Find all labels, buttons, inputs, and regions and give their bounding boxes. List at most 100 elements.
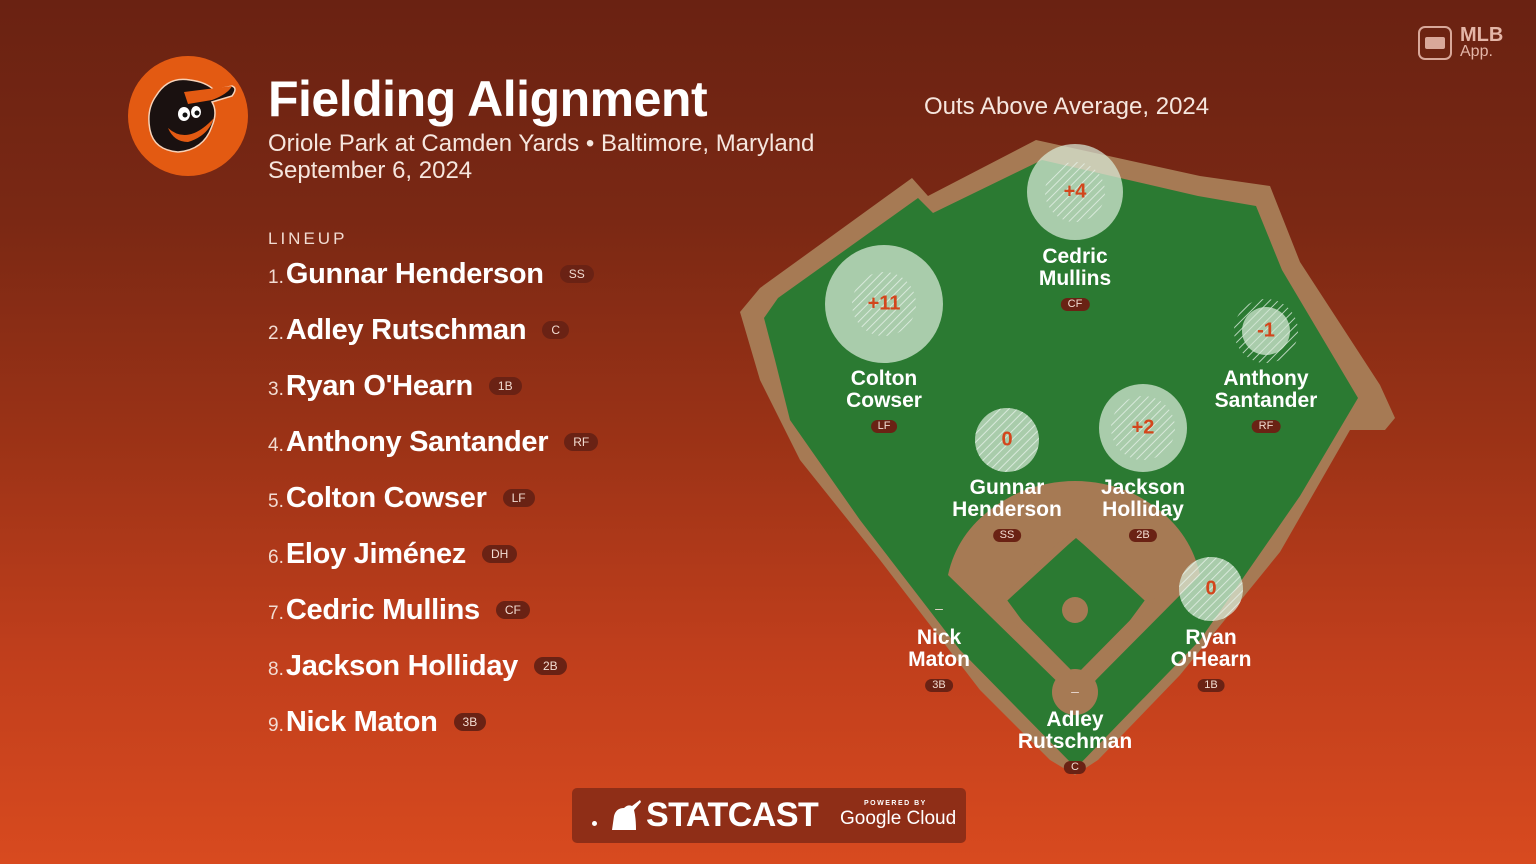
position-badge: RF: [564, 433, 599, 451]
player-name: Anthony Santander: [285, 426, 549, 458]
first-name: Nick: [916, 626, 962, 649]
oriole-bird-icon: [148, 78, 236, 153]
lineup-item: 6. Eloy Jiménez DH: [268, 538, 518, 578]
batting-order: 2.: [268, 323, 284, 344]
lineup-item: 7. Cedric Mullins CF: [268, 594, 530, 634]
position-badge: 3B: [925, 679, 953, 692]
venue-text: Oriole Park at Camden Yards • Baltimore,…: [268, 130, 815, 157]
oaa-bubble-1b: [1179, 557, 1243, 621]
batting-order: 4.: [268, 435, 284, 456]
first-name: Anthony: [1223, 367, 1309, 390]
statcast-footer-badge: STATCAST POWERED BY Google Cloud: [572, 788, 966, 843]
mlb-app-subtext: App.: [1460, 43, 1493, 60]
game-date: September 6, 2024: [268, 157, 473, 184]
first-name: Gunnar: [969, 476, 1045, 499]
batting-order: 5.: [268, 491, 284, 512]
field-label-cf: Cedric Mullins CF: [1039, 246, 1111, 312]
batting-order: 1.: [268, 267, 284, 288]
google-cloud-wordmark: Google Cloud: [840, 808, 957, 829]
position-badge: 2B: [534, 657, 567, 675]
batting-order: 3.: [268, 379, 284, 400]
statcast-wordmark: STATCAST: [646, 796, 819, 834]
position-badge: 1B: [488, 377, 522, 395]
home-plate-area: [1052, 669, 1098, 715]
position-badge: 3B: [453, 713, 487, 731]
lineup-item: 5. Colton Cowser LF: [268, 482, 535, 522]
dot-icon: [592, 821, 597, 826]
oaa-bubble-lf: [825, 245, 943, 363]
last-name: Mullins: [1038, 267, 1112, 290]
position-badge: SS: [992, 529, 1022, 542]
oaa-value-ss: 0: [1001, 428, 1013, 451]
powered-by-text: POWERED BY: [864, 800, 927, 807]
position-badge: LF: [870, 420, 898, 433]
player-name: Cedric Mullins: [285, 594, 480, 626]
position-badge: 1B: [1197, 679, 1225, 692]
last-name: Henderson: [952, 498, 1062, 521]
oaa-value-3b: –: [935, 600, 943, 616]
position-badge: LF: [502, 489, 535, 507]
field-label-3b: Nick Maton 3B: [908, 627, 970, 693]
mlb-app-badge: MLB App.: [1418, 24, 1514, 64]
position-badge: CF: [1060, 298, 1090, 311]
field-label-lf: Colton Cowser LF: [846, 368, 922, 434]
oaa-value-c: –: [1071, 683, 1079, 699]
mlb-logo-icon: [1418, 26, 1452, 60]
field-label-ss: Gunnar Henderson SS: [952, 477, 1062, 543]
last-name: Santander: [1214, 389, 1318, 412]
metric-title: Outs Above Average, 2024: [924, 93, 1210, 120]
first-name: Ryan: [1185, 626, 1237, 649]
lineup-item: 8. Jackson Holliday 2B: [268, 650, 567, 690]
last-name: Maton: [908, 648, 970, 671]
oaa-bubble-ss: [975, 408, 1039, 472]
position-badge: RF: [1251, 420, 1281, 433]
oaa-value-2b: +2: [1131, 416, 1155, 439]
position-badge: CF: [495, 601, 530, 619]
oaa-value-rf: -1: [1257, 319, 1275, 342]
lineup-item: 3. Ryan O'Hearn 1B: [268, 370, 522, 410]
oaa-bubble-rf: [1234, 299, 1298, 363]
player-name: Gunnar Henderson: [285, 258, 544, 290]
batting-order: 7.: [268, 603, 284, 624]
lineup-item: 4. Anthony Santander RF: [268, 426, 599, 466]
first-name: Adley: [1046, 708, 1104, 731]
last-name: Rutschman: [1017, 730, 1133, 753]
position-badge: 2B: [1129, 529, 1157, 542]
field-label-c: Adley Rutschman C: [1018, 709, 1132, 775]
player-name: Eloy Jiménez: [285, 538, 467, 570]
player-name: Nick Maton: [285, 706, 438, 738]
last-name: Holliday: [1102, 498, 1184, 521]
oaa-bubble-2b: [1099, 384, 1187, 472]
batting-order: 9.: [268, 715, 284, 736]
field-label-rf: Anthony Santander RF: [1214, 367, 1318, 434]
first-name: Colton: [850, 367, 918, 390]
first-name: Cedric: [1042, 245, 1108, 268]
player-name: Colton Cowser: [285, 482, 487, 514]
oaa-value-1b: 0: [1205, 577, 1217, 600]
position-badge: C: [1064, 761, 1086, 774]
batting-order: 6.: [268, 547, 284, 568]
position-badge: C: [542, 321, 569, 339]
batting-order: 8.: [268, 659, 284, 680]
lineup-heading: LINEUP: [268, 229, 348, 248]
pitchers-mound: [1062, 597, 1088, 623]
player-name: Ryan O'Hearn: [285, 370, 473, 402]
last-name: Cowser: [846, 389, 922, 412]
mlb-batter-silhouette-icon: [612, 800, 641, 830]
last-name: O'Hearn: [1170, 648, 1252, 671]
position-badge: DH: [482, 545, 518, 563]
oaa-bubble-cf: [1027, 144, 1123, 240]
position-badge: SS: [559, 265, 594, 283]
first-name: Jackson: [1100, 476, 1186, 499]
mlb-app-text: MLB: [1460, 24, 1504, 46]
field-label-2b: Jackson Holliday 2B: [1101, 477, 1185, 543]
team-logo: [128, 56, 248, 176]
player-name: Adley Rutschman: [285, 314, 527, 346]
lineup-item: 9. Nick Maton 3B: [268, 706, 487, 746]
oaa-value-lf: +11: [867, 292, 901, 315]
lineup-item: 1. Gunnar Henderson SS: [268, 258, 594, 298]
page-title: Fielding Alignment: [268, 71, 708, 127]
lineup-item: 2. Adley Rutschman C: [268, 314, 569, 354]
player-name: Jackson Holliday: [285, 650, 518, 682]
